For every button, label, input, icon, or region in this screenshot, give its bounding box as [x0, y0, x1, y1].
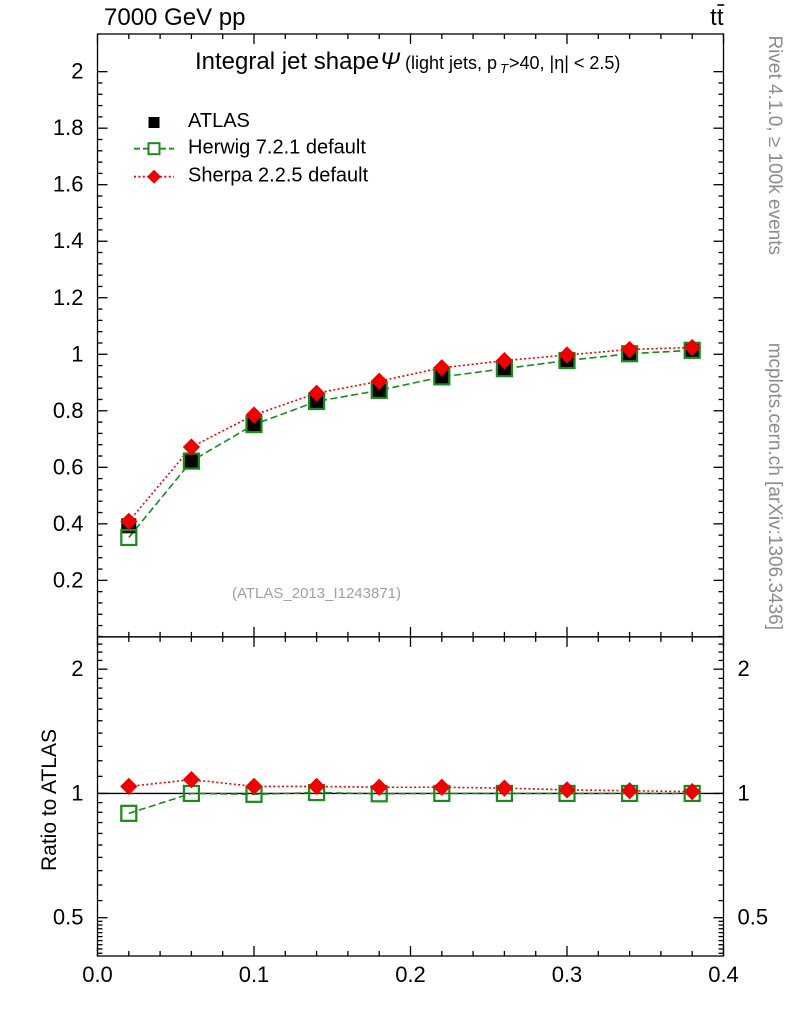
svg-text:Ratio to ATLAS: Ratio to ATLAS — [38, 729, 61, 871]
svg-text:0.4: 0.4 — [708, 962, 739, 987]
svg-text:Integral jet shape: Integral jet shape — [195, 48, 379, 75]
svg-text:0.5: 0.5 — [738, 905, 769, 930]
svg-text:>40, |η| < 2.5): >40, |η| < 2.5) — [509, 53, 620, 73]
svg-text:2: 2 — [71, 59, 83, 84]
svg-text:1.6: 1.6 — [53, 172, 84, 197]
svg-text:0.1: 0.1 — [239, 962, 270, 987]
svg-text:0.4: 0.4 — [53, 511, 84, 536]
svg-text:0.6: 0.6 — [53, 454, 84, 479]
svg-text:(light jets, p: (light jets, p — [405, 53, 497, 73]
svg-text:Herwig 7.2.1 default: Herwig 7.2.1 default — [188, 137, 366, 159]
svg-text:tt: tt — [710, 4, 724, 31]
svg-text:0.2: 0.2 — [53, 567, 84, 592]
svg-text:1: 1 — [71, 780, 83, 805]
svg-text:0.5: 0.5 — [53, 905, 84, 930]
svg-text:1.4: 1.4 — [53, 228, 84, 253]
svg-text:1: 1 — [71, 341, 83, 366]
svg-text:T: T — [500, 61, 509, 76]
svg-text:1.8: 1.8 — [53, 115, 84, 140]
svg-text:0.2: 0.2 — [395, 962, 426, 987]
svg-text:0.0: 0.0 — [82, 962, 113, 987]
svg-text:Ψ: Ψ — [380, 48, 401, 75]
svg-text:7000 GeV pp: 7000 GeV pp — [104, 4, 245, 31]
svg-text:(ATLAS_2013_I1243871): (ATLAS_2013_I1243871) — [232, 585, 401, 602]
svg-text:Rivet 4.1.0, ≥ 100k events: Rivet 4.1.0, ≥ 100k events — [764, 35, 785, 255]
svg-text:2: 2 — [738, 656, 750, 681]
svg-text:0.3: 0.3 — [552, 962, 583, 987]
svg-text:ATLAS: ATLAS — [188, 110, 250, 132]
svg-text:1: 1 — [738, 780, 750, 805]
svg-text:Sherpa 2.2.5 default: Sherpa 2.2.5 default — [188, 165, 369, 187]
svg-text:1.2: 1.2 — [53, 285, 84, 310]
svg-text:2: 2 — [71, 656, 83, 681]
svg-text:mcplots.cern.ch [arXiv:1306.34: mcplots.cern.ch [arXiv:1306.3436] — [764, 343, 785, 630]
svg-text:0.8: 0.8 — [53, 398, 84, 423]
